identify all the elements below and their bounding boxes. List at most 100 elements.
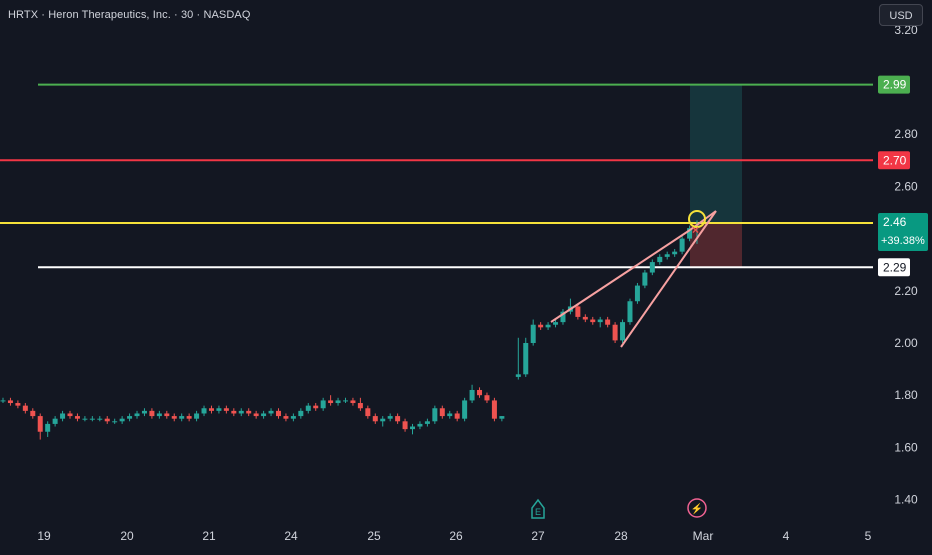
candle [499,416,505,422]
wedge-upper-line[interactable] [550,229,691,323]
x-tick-label: 24 [284,529,298,543]
candle [350,397,356,406]
candle-body [372,416,378,422]
target-price-label: 2.99 [883,78,907,92]
candle-body [499,416,505,419]
target-price-label-box [878,75,910,94]
earnings-icon[interactable] [531,498,545,519]
candle-body [357,403,363,409]
candle [253,410,259,419]
x-tick-label: 4 [783,529,790,543]
candle-body [395,416,401,422]
candle [223,405,229,414]
candle [82,416,88,422]
candle-body [424,421,430,424]
events-layer[interactable]: E ⚡ [531,498,707,519]
candle [22,403,28,414]
candle [313,403,319,411]
candle [112,418,118,424]
candle-body [7,400,13,404]
candle-body [97,418,103,420]
candle [365,405,371,419]
candle-body [335,400,341,404]
long-position-tool[interactable] [690,84,742,268]
candle-body [15,403,21,406]
horizontal-lines-layer[interactable] [0,83,873,269]
candle-body [410,426,416,430]
candle-body [627,301,633,323]
candle-body [238,410,244,414]
candle [582,314,588,323]
candle-body [477,389,483,396]
candle [67,410,73,419]
entry-price-label: 2.46 [883,215,907,229]
candle-body [350,400,356,404]
candle [119,416,125,424]
rising-wedge-drawing[interactable]: × [550,210,717,348]
flash-icon[interactable] [687,498,707,518]
candle-body [679,238,685,252]
candle-body [538,324,544,328]
currency-button[interactable]: USD [879,4,923,26]
candle [657,254,663,265]
candle [538,322,544,330]
candle [164,410,170,419]
x-tick-label: 21 [202,529,216,543]
candle-body [171,416,177,419]
candle-body [208,408,214,411]
candle-body [246,410,252,414]
earnings-label: E [535,507,541,517]
candle [605,316,611,328]
profit-zone[interactable] [690,84,742,223]
y-tick-label: 3.20 [894,23,918,37]
candle-body [664,254,670,257]
candle [45,421,51,437]
candle [687,225,693,242]
candle [141,408,147,417]
candle [484,392,490,404]
candle-body [530,324,536,343]
y-tick-label: 2.80 [894,127,918,141]
loss-zone[interactable] [690,222,742,268]
candle-body [620,322,626,341]
dividend-marker[interactable]: ⚡ [687,498,707,518]
candle [268,408,274,417]
price-axis[interactable]: 1.40 1.60 1.80 2.00 2.20 2.60 2.80 3.20 [894,23,918,507]
cross-marker: × [692,223,699,237]
candle-body [432,408,438,422]
candle-body [253,413,259,417]
wedge-lower-line[interactable] [620,210,717,348]
candle [462,397,468,422]
candle [149,408,155,419]
price-labels-layer: 2.99 2.70 2.46 +39.38% 2.29 [878,75,928,277]
candle-body [134,413,140,417]
candle [447,410,453,419]
candle-body [261,413,267,417]
candle-body [439,408,445,417]
candle-body [52,418,58,424]
candle [634,282,640,304]
candle [372,413,378,424]
candle-body [402,421,408,430]
candle [37,413,43,440]
candle-body [560,311,566,323]
earnings-marker[interactable]: E [531,498,545,519]
time-axis[interactable]: 19 20 21 24 25 26 27 28 Mar 4 5 [37,529,871,543]
candle [402,418,408,432]
y-tick-label: 1.60 [894,440,918,454]
candle [530,319,536,346]
candle [590,316,596,325]
x-tick-label: 26 [449,529,463,543]
candle [575,303,581,320]
candle [642,269,648,289]
candle [432,405,438,424]
candle [74,413,80,422]
highlight-circle[interactable] [688,210,706,228]
candle [298,408,304,419]
candle-body [45,423,51,432]
candle [380,416,386,427]
candle-body [179,416,185,419]
